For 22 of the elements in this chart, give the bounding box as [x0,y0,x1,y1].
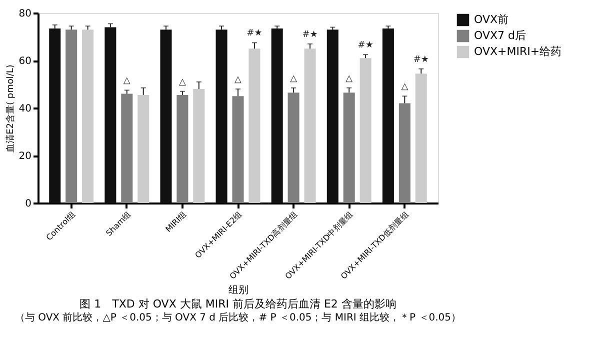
y-tick-label: 20 [18,151,32,162]
data-label: △ [123,76,130,86]
text: （与 OVX 前比较，△P ＜0.05；与 OVX 7 d 后比较，# P ＜0.05；与 MIRI 组比较，＊P ＜0.05） [14,311,462,324]
data-label: #★ [413,54,429,65]
y-axis-title: 血清E2含量( pmol/L) [4,64,16,152]
y-tick-label: 0 [25,198,32,210]
text: 图 1 TXD 对 OVX 大鼠 MIRI 前后及给药后血清 E2 含量的影响 [80,297,396,310]
x-axis-title: 组别 [228,284,248,296]
y-tick-label: 60 [18,56,32,67]
data-label: #★ [358,40,374,51]
data-label: △ [234,75,242,85]
data-label: #★ [246,28,262,39]
data-label: △ [346,74,353,84]
data-label: △ [290,74,298,84]
data-label: △ [178,77,186,88]
y-tick-label: 80 [18,8,32,20]
legend-label: OVX前 [474,13,509,26]
data-label: #★ [302,30,318,40]
data-label: △ [401,82,408,92]
legend-label: OVX+MIRI+给药 [474,45,562,58]
y-tick-label: 40 [18,104,32,114]
legend-label: OVX7 d后 [474,29,526,42]
